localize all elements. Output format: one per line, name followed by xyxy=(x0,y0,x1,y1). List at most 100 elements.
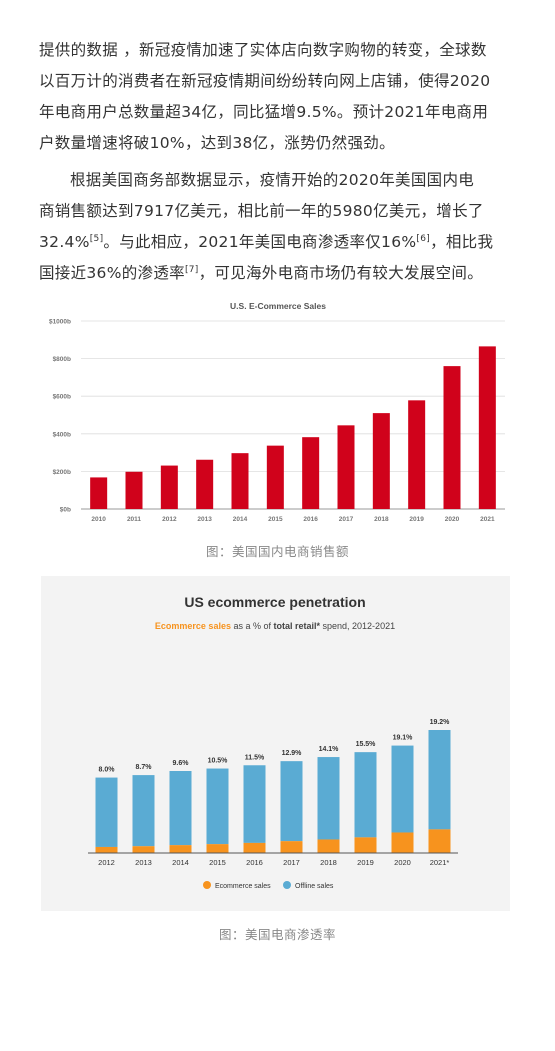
bar-2011 xyxy=(125,471,143,509)
x-tick-label: 2016 xyxy=(246,858,263,867)
bar-ecommerce-2015 xyxy=(206,844,229,853)
legend-swatch xyxy=(283,881,291,889)
x-tick-label: 2019 xyxy=(409,516,424,523)
bar-ecommerce-2016 xyxy=(243,842,266,853)
data-label: 12.9% xyxy=(282,750,303,757)
x-tick-label: 2012 xyxy=(162,516,177,523)
subtitle-ecommerce: Ecommerce sales xyxy=(155,621,231,631)
bar-offline-2018 xyxy=(317,757,340,840)
bar-2018 xyxy=(372,413,390,509)
text-fragment: 32.4% xyxy=(39,233,90,251)
text-fragment: 。与此相应，2021年美国电商渗透率仅16% xyxy=(103,233,417,251)
bar-ecommerce-2018 xyxy=(317,839,340,853)
bar-2012 xyxy=(160,465,178,509)
bar-2017 xyxy=(337,425,355,509)
bar-2014 xyxy=(231,453,249,509)
bar-offline-2016 xyxy=(243,765,266,843)
reference-7[interactable]: [7] xyxy=(184,264,199,275)
text-fragment: 国接近36%的渗透率 xyxy=(39,264,185,282)
bar-ecommerce-2020 xyxy=(391,832,414,853)
paragraph-line: 商销售额达到7917亿美元，相比前一年的5980亿美元，增长了 xyxy=(39,202,484,220)
x-tick-label: 2016 xyxy=(303,516,318,523)
chart-title: U.S. E-Commerce Sales xyxy=(230,301,326,311)
paragraph-line: 提供的数据 ，新冠疫情加速了实体店向数字购物的转变，全球数 xyxy=(39,41,487,59)
subtitle-total-retail: total retail* xyxy=(274,621,321,631)
x-tick-label: 2019 xyxy=(357,858,374,867)
bar-ecommerce-2017 xyxy=(280,841,303,853)
x-tick-label: 2013 xyxy=(197,516,212,523)
x-tick-label: 2020 xyxy=(394,858,411,867)
us-ecommerce-sales-chart: U.S. E-Commerce Sales $0b $200b $400b $600b… xyxy=(49,301,505,523)
data-label: 14.1% xyxy=(319,746,340,753)
bar-ecommerce-2014 xyxy=(169,845,192,853)
paragraph-line: 根据美国商务部数据显示，疫情开始的2020年美国国内电 xyxy=(70,171,475,189)
x-tick-label: 2015 xyxy=(209,858,226,867)
bar-offline-2014 xyxy=(169,771,192,846)
x-tick-label: 2013 xyxy=(135,858,152,867)
y-tick-label: $1000b xyxy=(49,319,71,326)
data-label: 9.6% xyxy=(173,760,190,767)
data-label: 10.5% xyxy=(208,758,229,765)
x-tick-label: 2021* xyxy=(430,858,450,867)
bar-offline-2020 xyxy=(391,745,414,833)
paragraph-us-sales: 根据美国商务部数据显示，疫情开始的2020年美国国内电 商销售额达到7917亿美… xyxy=(39,165,517,289)
x-tick-label: 2012 xyxy=(98,858,115,867)
x-tick-label: 2017 xyxy=(283,858,300,867)
bar-2010 xyxy=(90,477,108,509)
us-ecommerce-penetration-chart: US ecommerce penetration Ecommerce sales… xyxy=(88,594,458,890)
paragraph-intro: 提供的数据 ，新冠疫情加速了实体店向数字购物的转变，全球数 以百万计的消费者在新… xyxy=(39,35,517,159)
data-label: 19.1% xyxy=(393,735,414,742)
legend-swatch xyxy=(203,881,211,889)
data-label: 11.5% xyxy=(245,754,265,761)
data-label: 15.5% xyxy=(356,741,377,748)
bar-ecommerce-2021* xyxy=(428,829,451,853)
bar-2021 xyxy=(478,346,496,509)
bar-offline-2015 xyxy=(206,768,229,845)
y-tick-label: $600b xyxy=(53,394,71,401)
y-tick-label: $800b xyxy=(53,356,71,363)
x-tick-label: 2020 xyxy=(445,516,460,523)
x-tick-label: 2021 xyxy=(480,516,495,523)
subtitle-text: spend, 2012-2021 xyxy=(320,621,395,631)
bar-2019 xyxy=(408,400,426,509)
y-tick-label: $400b xyxy=(53,431,71,438)
bar-2015 xyxy=(266,445,284,509)
text-fragment: ，可见海外电商市场仍有较大发展空间。 xyxy=(198,264,484,282)
x-tick-label: 2017 xyxy=(339,516,354,523)
bar-ecommerce-2019 xyxy=(354,837,377,853)
bar-offline-2012 xyxy=(95,777,118,847)
reference-6[interactable]: [6] xyxy=(416,233,431,244)
x-tick-label: 2015 xyxy=(268,516,283,523)
caption-penetration: 图：美国电商渗透率 xyxy=(218,927,336,942)
paragraph-line: 户数量增速将破10%，达到38亿，涨势仍然强劲。 xyxy=(39,134,395,152)
legend-label: Ecommerce sales xyxy=(215,883,271,890)
caption-sales: 图：美国国内电商销售额 xyxy=(205,544,349,559)
x-tick-label: 2014 xyxy=(233,516,248,523)
data-label: 8.0% xyxy=(99,767,116,774)
x-tick-label: 2014 xyxy=(172,858,189,867)
x-tick-label: 2018 xyxy=(320,858,337,867)
x-tick-label: 2018 xyxy=(374,516,389,523)
legend-label: Offline sales xyxy=(295,883,334,890)
bar-2013 xyxy=(196,459,214,509)
bar-ecommerce-2013 xyxy=(132,846,155,853)
paragraph-line: 年电商用户总数量超34亿，同比猛增9.5%。预计2021年电商用 xyxy=(39,103,489,121)
paragraph-line: 以百万计的消费者在新冠疫情期间纷纷转向网上店铺，使得2020 xyxy=(39,72,491,90)
bar-offline-2013 xyxy=(132,775,155,847)
paragraph-line: 32.4%[5]。与此相应，2021年美国电商渗透率仅16%[6]，相比我 xyxy=(39,227,517,258)
bar-2020 xyxy=(443,366,461,509)
y-tick-label: $200b xyxy=(53,469,71,476)
data-label: 19.2% xyxy=(430,719,451,726)
reference-5[interactable]: [5] xyxy=(89,233,104,244)
chart-title: US ecommerce penetration xyxy=(184,594,365,610)
bar-2016 xyxy=(302,437,320,509)
bar-offline-2021* xyxy=(428,730,451,830)
bar-offline-2019 xyxy=(354,752,377,838)
data-label: 8.7% xyxy=(136,764,153,771)
chart-subtitle: Ecommerce sales as a % of total retail* … xyxy=(155,621,395,631)
paragraph-line: 国接近36%的渗透率[7]，可见海外电商市场仍有较大发展空间。 xyxy=(39,258,517,289)
x-tick-label: 2010 xyxy=(91,516,106,523)
y-tick-label: $0b xyxy=(60,507,71,514)
x-tick-label: 2011 xyxy=(127,516,141,523)
bar-offline-2017 xyxy=(280,761,303,842)
